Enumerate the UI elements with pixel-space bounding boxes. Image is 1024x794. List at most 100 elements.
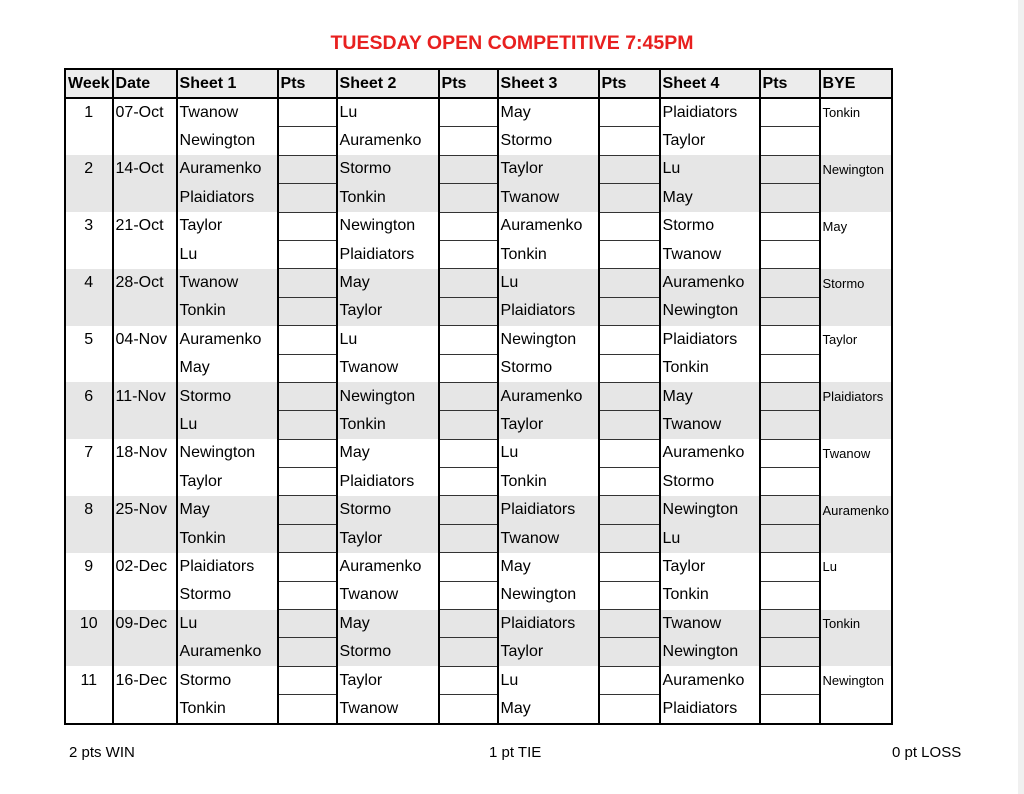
pts-input-cell[interactable] bbox=[276, 126, 337, 156]
pts-input-cell[interactable] bbox=[437, 665, 498, 696]
pts-input-cell[interactable] bbox=[597, 637, 660, 667]
pts-input-cell[interactable] bbox=[437, 154, 498, 185]
pts-input-cell[interactable] bbox=[276, 609, 337, 639]
pts-input-cell[interactable] bbox=[276, 183, 337, 213]
team-cell: Tonkin bbox=[658, 581, 760, 610]
bye-cell bbox=[818, 297, 892, 326]
pts-input-cell[interactable] bbox=[758, 239, 820, 270]
team-cell: Taylor bbox=[175, 467, 278, 496]
pts-input-cell[interactable] bbox=[276, 268, 337, 298]
pts-input-cell[interactable] bbox=[597, 154, 660, 185]
date-cell bbox=[111, 637, 177, 667]
pts-input-cell[interactable] bbox=[437, 637, 498, 667]
pts-input-cell[interactable] bbox=[597, 467, 660, 497]
pts-input-cell[interactable] bbox=[437, 268, 498, 298]
pts-input-cell[interactable] bbox=[597, 410, 660, 440]
pts-input-cell[interactable] bbox=[276, 353, 337, 383]
pts-input-cell[interactable] bbox=[437, 183, 498, 213]
pts-input-cell[interactable] bbox=[758, 353, 820, 383]
pts-input-cell[interactable] bbox=[437, 325, 498, 355]
column-header: Sheet 1 bbox=[175, 69, 278, 99]
pts-input-cell[interactable] bbox=[597, 211, 660, 241]
pts-input-cell[interactable] bbox=[597, 694, 660, 725]
pts-input-cell[interactable] bbox=[276, 211, 337, 241]
team-cell: Twanow bbox=[175, 268, 278, 298]
pts-input-cell[interactable] bbox=[758, 694, 820, 725]
pts-input-cell[interactable] bbox=[758, 325, 820, 355]
pts-input-cell[interactable] bbox=[758, 410, 820, 440]
pts-input-cell[interactable] bbox=[437, 694, 498, 725]
pts-input-cell[interactable] bbox=[758, 552, 820, 582]
pts-input-cell[interactable] bbox=[276, 552, 337, 582]
pts-input-cell[interactable] bbox=[276, 239, 337, 270]
pts-input-cell[interactable] bbox=[597, 268, 660, 298]
pts-input-cell[interactable] bbox=[276, 438, 337, 469]
week-cell bbox=[64, 240, 113, 269]
pts-input-cell[interactable] bbox=[597, 609, 660, 639]
pts-input-cell[interactable] bbox=[437, 410, 498, 440]
pts-input-cell[interactable] bbox=[597, 523, 660, 554]
pts-input-cell[interactable] bbox=[758, 438, 820, 469]
pts-input-cell[interactable] bbox=[597, 580, 660, 611]
pts-input-cell[interactable] bbox=[597, 183, 660, 213]
pts-input-cell[interactable] bbox=[758, 183, 820, 213]
pts-input-cell[interactable] bbox=[276, 381, 337, 412]
pts-input-cell[interactable] bbox=[276, 637, 337, 667]
pts-input-cell[interactable] bbox=[758, 467, 820, 497]
pts-input-cell[interactable] bbox=[758, 609, 820, 639]
pts-input-cell[interactable] bbox=[758, 97, 820, 128]
team-cell: Auramenko bbox=[335, 126, 439, 156]
pts-input-cell[interactable] bbox=[437, 239, 498, 270]
pts-input-cell[interactable] bbox=[437, 211, 498, 241]
pts-input-cell[interactable] bbox=[758, 154, 820, 185]
pts-input-cell[interactable] bbox=[597, 296, 660, 327]
pts-input-cell[interactable] bbox=[437, 580, 498, 611]
pts-input-cell[interactable] bbox=[597, 381, 660, 412]
pts-input-cell[interactable] bbox=[276, 665, 337, 696]
pts-input-cell[interactable] bbox=[437, 296, 498, 327]
pts-input-cell[interactable] bbox=[597, 495, 660, 525]
pts-input-cell[interactable] bbox=[276, 580, 337, 611]
pts-input-cell[interactable] bbox=[597, 665, 660, 696]
date-cell: 28-Oct bbox=[111, 268, 177, 298]
pts-input-cell[interactable] bbox=[276, 523, 337, 554]
pts-input-cell[interactable] bbox=[597, 126, 660, 156]
pts-input-cell[interactable] bbox=[437, 353, 498, 383]
pts-input-cell[interactable] bbox=[597, 325, 660, 355]
pts-input-cell[interactable] bbox=[437, 438, 498, 469]
pts-input-cell[interactable] bbox=[758, 296, 820, 327]
pts-input-cell[interactable] bbox=[597, 353, 660, 383]
bye-cell: Plaidiators bbox=[818, 382, 892, 411]
week-cell: 1 bbox=[64, 98, 113, 127]
pts-input-cell[interactable] bbox=[437, 126, 498, 156]
pts-input-cell[interactable] bbox=[758, 665, 820, 696]
pts-input-cell[interactable] bbox=[597, 438, 660, 469]
pts-input-cell[interactable] bbox=[758, 268, 820, 298]
pts-input-cell[interactable] bbox=[437, 523, 498, 554]
pts-input-cell[interactable] bbox=[276, 325, 337, 355]
pts-input-cell[interactable] bbox=[758, 637, 820, 667]
pts-input-cell[interactable] bbox=[437, 381, 498, 412]
pts-input-cell[interactable] bbox=[758, 495, 820, 525]
pts-input-cell[interactable] bbox=[276, 694, 337, 725]
pts-input-cell[interactable] bbox=[276, 97, 337, 128]
pts-input-cell[interactable] bbox=[276, 495, 337, 525]
pts-input-cell[interactable] bbox=[758, 211, 820, 241]
pts-input-cell[interactable] bbox=[758, 381, 820, 412]
header-row: Week Date Sheet 1 Pts Sheet 2 Pts Sheet 3 Pts Sh… bbox=[64, 69, 892, 99]
pts-input-cell[interactable] bbox=[276, 296, 337, 327]
pts-input-cell[interactable] bbox=[597, 552, 660, 582]
pts-input-cell[interactable] bbox=[437, 495, 498, 525]
pts-input-cell[interactable] bbox=[597, 239, 660, 270]
pts-input-cell[interactable] bbox=[276, 467, 337, 497]
pts-input-cell[interactable] bbox=[758, 126, 820, 156]
pts-input-cell[interactable] bbox=[437, 97, 498, 128]
pts-input-cell[interactable] bbox=[276, 410, 337, 440]
pts-input-cell[interactable] bbox=[597, 97, 660, 128]
pts-input-cell[interactable] bbox=[437, 609, 498, 639]
pts-input-cell[interactable] bbox=[437, 467, 498, 497]
pts-input-cell[interactable] bbox=[758, 580, 820, 611]
pts-input-cell[interactable] bbox=[276, 154, 337, 185]
pts-input-cell[interactable] bbox=[758, 523, 820, 554]
pts-input-cell[interactable] bbox=[437, 552, 498, 582]
